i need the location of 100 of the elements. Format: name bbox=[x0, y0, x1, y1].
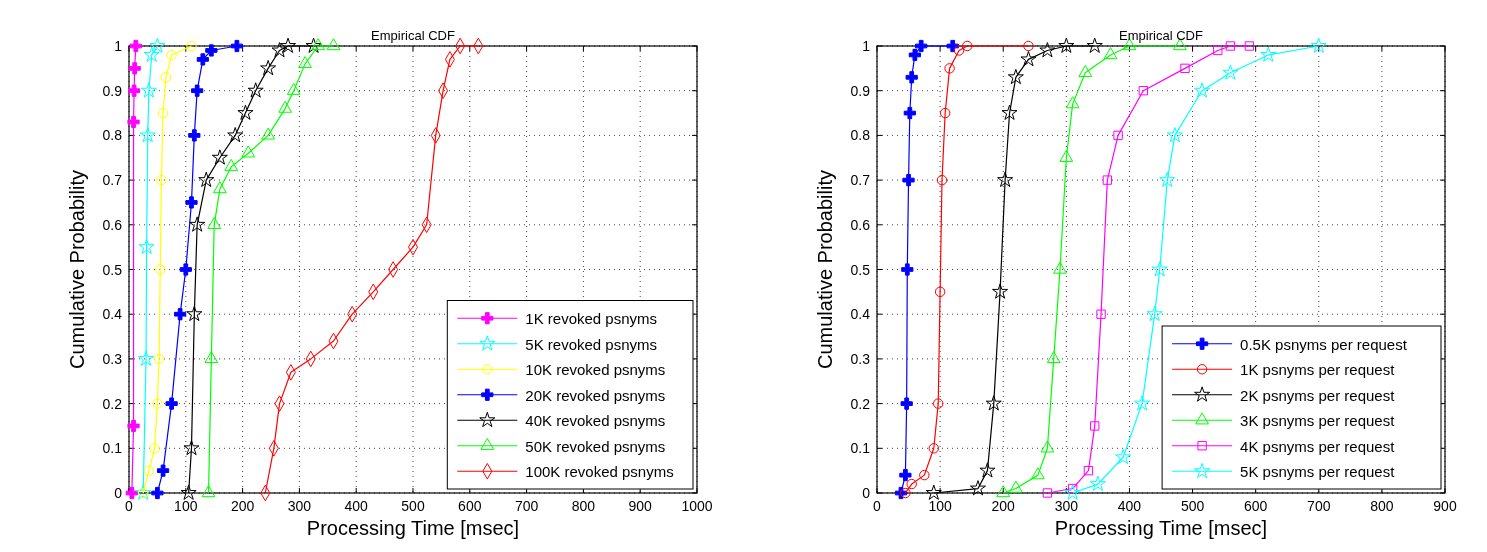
point bbox=[180, 484, 197, 500]
point bbox=[901, 263, 914, 276]
x-tick-label: 600 bbox=[458, 498, 482, 514]
x-axis-title: Processing Time [msec] bbox=[306, 517, 520, 539]
point bbox=[1103, 47, 1118, 60]
y-tick-label: 0.4 bbox=[850, 306, 871, 323]
y-tick-label: 0.2 bbox=[850, 395, 871, 412]
point bbox=[925, 484, 942, 500]
point bbox=[1260, 46, 1277, 62]
y-tick-label: 0.4 bbox=[102, 306, 123, 323]
legend-label: 5K psnyms per request bbox=[1240, 463, 1396, 481]
point bbox=[125, 486, 138, 500]
x-tick-label: 200 bbox=[230, 498, 255, 514]
point bbox=[1115, 448, 1132, 465]
point bbox=[933, 398, 944, 409]
y-tick-label: 0.8 bbox=[102, 127, 123, 144]
x-tick-label: 900 bbox=[628, 498, 653, 514]
point bbox=[247, 82, 264, 98]
point bbox=[992, 283, 1009, 299]
point bbox=[204, 351, 219, 364]
point bbox=[997, 171, 1014, 187]
point bbox=[1134, 395, 1151, 411]
point bbox=[1213, 45, 1223, 56]
point bbox=[1194, 82, 1211, 98]
point bbox=[1042, 488, 1053, 498]
point bbox=[902, 173, 915, 187]
point bbox=[278, 100, 293, 113]
y-tick-label: 0.6 bbox=[102, 216, 123, 233]
point bbox=[1180, 63, 1190, 74]
point bbox=[128, 62, 141, 75]
point bbox=[191, 84, 204, 97]
point bbox=[156, 464, 170, 477]
point bbox=[213, 181, 227, 194]
chart-title: Empirical CDF bbox=[371, 28, 455, 43]
point bbox=[326, 38, 341, 51]
legend-label: 40K revoked psnyms bbox=[525, 412, 666, 430]
y-tick-label: 0.3 bbox=[850, 350, 871, 367]
point bbox=[153, 353, 165, 365]
point bbox=[1023, 40, 1034, 52]
y-tick-label: 0.1 bbox=[850, 440, 871, 457]
point bbox=[149, 37, 166, 53]
point bbox=[205, 44, 218, 57]
point bbox=[151, 486, 164, 500]
y-tick-label: 0.2 bbox=[102, 395, 123, 412]
point bbox=[903, 106, 916, 120]
y-axis-title: Cumulative Probability bbox=[814, 170, 836, 369]
point bbox=[186, 40, 197, 52]
point bbox=[919, 469, 930, 481]
point bbox=[1222, 64, 1239, 80]
x-tick-label: 700 bbox=[514, 498, 539, 514]
point bbox=[128, 84, 141, 97]
point bbox=[129, 39, 142, 53]
y-tick-label: 0.9 bbox=[102, 82, 123, 99]
point bbox=[280, 37, 297, 53]
point bbox=[1039, 42, 1056, 58]
point bbox=[1102, 175, 1113, 185]
point bbox=[139, 127, 156, 143]
point bbox=[969, 480, 986, 496]
point bbox=[1083, 465, 1094, 476]
x-tick-label: 900 bbox=[1433, 498, 1457, 514]
point bbox=[138, 350, 155, 366]
y-tick-label: 0.7 bbox=[850, 172, 871, 189]
point bbox=[140, 82, 157, 98]
x-tick-label: 300 bbox=[1054, 498, 1079, 514]
point bbox=[211, 149, 228, 165]
x-tick-label: 100 bbox=[174, 498, 198, 514]
point bbox=[174, 308, 187, 321]
legend-label: 3K psnyms per request bbox=[1240, 412, 1396, 430]
legend-label: 1K revoked psnyms bbox=[525, 310, 658, 328]
point bbox=[1078, 64, 1093, 77]
point bbox=[261, 127, 276, 140]
x-tick-label: 200 bbox=[991, 498, 1016, 514]
point bbox=[1096, 309, 1106, 319]
x-tick-label: 0 bbox=[125, 498, 134, 514]
y-tick-label: 0.9 bbox=[850, 82, 871, 99]
point bbox=[207, 216, 222, 229]
point bbox=[188, 129, 201, 142]
point bbox=[165, 397, 178, 410]
x-tick-label: 800 bbox=[1370, 498, 1394, 514]
point bbox=[915, 39, 928, 53]
point bbox=[1225, 41, 1236, 51]
y-axis-title: Cumulative Probability bbox=[66, 170, 88, 369]
point bbox=[985, 395, 1002, 411]
point bbox=[1020, 51, 1037, 67]
point bbox=[928, 443, 940, 454]
point bbox=[1001, 104, 1018, 120]
legend-label: 50K revoked psnyms bbox=[525, 437, 666, 455]
point bbox=[196, 53, 209, 66]
point bbox=[1159, 171, 1176, 187]
legend-label: 10K revoked psnyms bbox=[525, 361, 666, 379]
x-tick-label: 500 bbox=[401, 498, 425, 514]
x-tick-label: 400 bbox=[1117, 498, 1142, 514]
point bbox=[241, 145, 256, 158]
x-tick-label: 500 bbox=[1180, 498, 1205, 514]
point bbox=[1007, 68, 1024, 85]
point bbox=[237, 104, 254, 120]
point bbox=[157, 107, 169, 119]
point bbox=[311, 38, 325, 51]
point bbox=[127, 115, 140, 129]
point bbox=[198, 171, 215, 187]
